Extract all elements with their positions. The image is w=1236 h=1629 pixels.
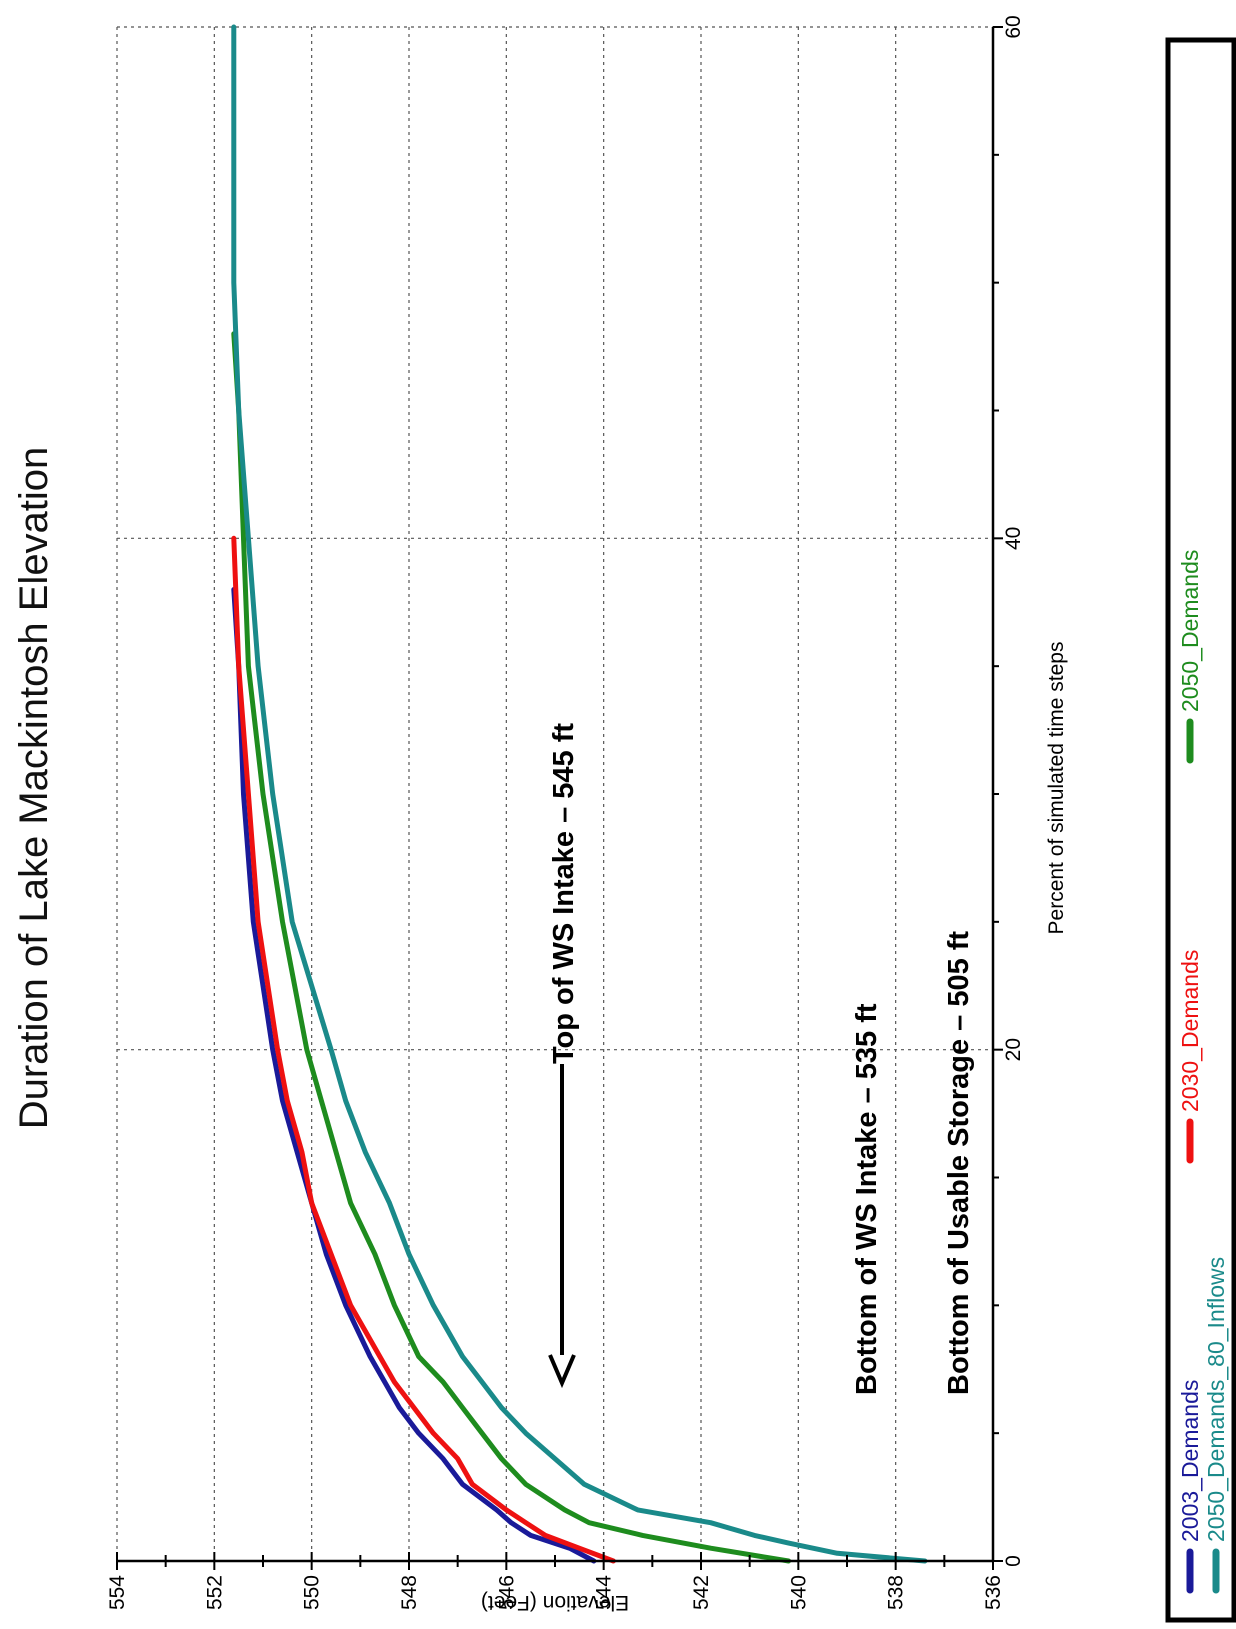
- annotation-bottom-ws-intake: Bottom of WS Intake – 535 ft: [851, 1003, 883, 1395]
- elev-tick-label-9: 554: [106, 1575, 129, 1610]
- legend-items: 2003_Demands 2030_Demands 2050_Demands 2050…: [1177, 550, 1229, 1594]
- elev-tick-label-1: 538: [885, 1575, 908, 1610]
- legend-item-2030_Demands: 2030_Demands: [1177, 950, 1203, 1164]
- legend-label-2030_Demands: 2030_Demands: [1177, 950, 1203, 1112]
- annotation-top-ws-intake: Top of WS Intake – 545 ft: [548, 723, 580, 1064]
- series-line-2050_Demands_80_Inflows: [231, 24, 928, 1564]
- pct-tick-label-0: 0: [1002, 1555, 1025, 1567]
- legend-label-2050_Demands: 2050_Demands: [1177, 550, 1203, 712]
- legend-item-2050_Demands_80_Inflows: 2050_Demands_80_Inflows: [1203, 1257, 1229, 1594]
- elev-tick-label-8: 552: [203, 1575, 226, 1610]
- elev-tick-label-2: 540: [787, 1575, 810, 1610]
- legend-label-2050_Demands_80_Inflows: 2050_Demands_80_Inflows: [1203, 1257, 1229, 1542]
- pct-tick-label-1: 20: [1002, 1038, 1025, 1061]
- axis-layer: 536 538 540 542 544 546 548 550 552 554 0 20 40 60: [106, 15, 1025, 1610]
- series-line-2030_Demands: [231, 535, 616, 1564]
- legend-item-2050_Demands: 2050_Demands: [1177, 550, 1203, 764]
- elev-tick-label-5: 546: [495, 1575, 518, 1610]
- series-line-2003_Demands: [231, 587, 597, 1564]
- elev-tick-label-7: 550: [301, 1575, 324, 1610]
- pct-tick-label-2: 40: [1002, 527, 1025, 550]
- legend-item-2003_Demands: 2003_Demands: [1177, 1380, 1203, 1594]
- legend: 2003_Demands 2030_Demands 2050_Demands 2050…: [1165, 37, 1236, 1623]
- legend-box: [1165, 37, 1236, 1623]
- elev-tick-label-3: 542: [690, 1575, 713, 1610]
- y-axis-title: Elevation (Feet): [481, 1591, 629, 1614]
- pct-tick-label-3: 60: [1002, 15, 1025, 38]
- annotation-bottom-usable-storage: Bottom of Usable Storage – 505 ft: [943, 931, 975, 1395]
- series-layer: [231, 24, 928, 1564]
- x-axis-title: Percent of simulated time steps: [1045, 642, 1068, 935]
- series-line-2050_Demands: [231, 331, 792, 1564]
- legend-label-2003_Demands: 2003_Demands: [1177, 1380, 1203, 1542]
- annotation-arrow: [548, 1064, 576, 1389]
- grid-layer: [116, 26, 993, 1561]
- chart-title: Duration of Lake Mackintosh Elevation: [12, 447, 56, 1130]
- elev-tick-label-0: 536: [982, 1575, 1005, 1610]
- elev-tick-label-4: 544: [593, 1575, 616, 1610]
- elev-tick-label-6: 548: [398, 1575, 421, 1610]
